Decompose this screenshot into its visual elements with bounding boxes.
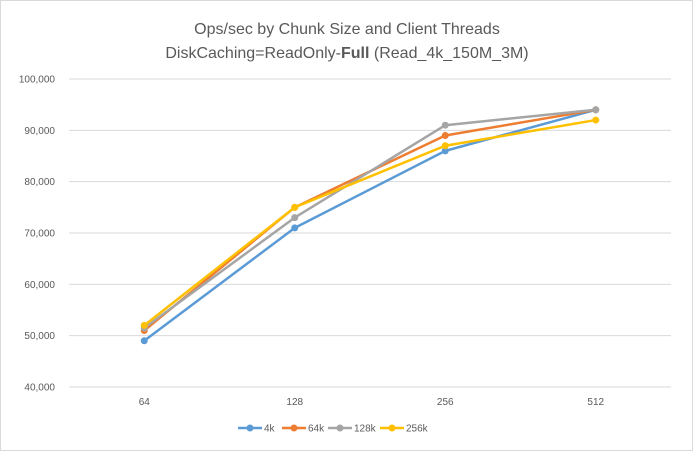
chart-title-suffix: (Read_4k_150M_3M)	[369, 45, 528, 62]
series-4k	[140, 106, 600, 345]
data-point-4k	[441, 147, 449, 155]
y-tick-label: 100,000	[19, 75, 56, 86]
data-point-4k	[140, 337, 148, 345]
series-64k	[140, 106, 600, 335]
x-tick-label: 128	[286, 397, 303, 408]
y-tick-label: 90,000	[24, 126, 55, 137]
legend-label: 128k	[354, 424, 377, 435]
series-line-128k	[143, 108, 597, 330]
y-tick-label: 70,000	[24, 229, 55, 240]
data-point-128k	[441, 121, 449, 129]
data-point-256k	[291, 203, 299, 211]
legend: 4k 64k 128k 256k	[238, 424, 429, 435]
y-tick-label: 60,000	[24, 280, 55, 291]
y-tick-label: 40,000	[24, 383, 55, 394]
x-tick-label: 256	[437, 397, 454, 408]
series-line-4k	[143, 108, 597, 343]
x-axis-tick-labels: 64 128 256 512	[139, 397, 605, 408]
legend-label: 4k	[264, 424, 276, 435]
legend-swatch-marker	[388, 424, 396, 432]
series-line-64k	[143, 108, 597, 332]
series-line-256k	[143, 118, 597, 327]
data-point-256k	[592, 116, 600, 124]
legend-swatch-marker	[246, 424, 254, 432]
chart-title-prefix: DiskCaching=ReadOnly-	[165, 45, 341, 62]
data-point-256k	[140, 321, 148, 329]
y-tick-label: 50,000	[24, 331, 55, 342]
data-point-4k	[291, 224, 299, 232]
legend-item-256k: 256k	[380, 424, 429, 435]
legend-swatch-marker	[336, 424, 344, 432]
x-tick-label: 512	[587, 397, 604, 408]
y-axis-tick-labels: 40,000 50,000 60,000 70,000 80,000 90,000 100,…	[19, 75, 56, 394]
chart-title-line-2: DiskCaching=ReadOnly-Full (Read_4k_150M_…	[165, 45, 528, 62]
legend-item-64k: 64k	[282, 424, 325, 435]
series-lines	[140, 106, 600, 345]
x-tick-label: 64	[139, 397, 151, 408]
data-point-256k	[441, 142, 449, 150]
legend-label: 256k	[406, 424, 429, 435]
y-tick-label: 80,000	[24, 177, 55, 188]
data-point-128k	[592, 106, 600, 114]
legend-item-128k: 128k	[328, 424, 377, 435]
legend-swatch-marker	[290, 424, 298, 432]
chart-title-bold: Full	[341, 45, 369, 62]
series-128k	[140, 106, 600, 332]
chart-title-line-1: Ops/sec by Chunk Size and Client Threads	[194, 21, 500, 38]
data-point-128k	[291, 214, 299, 222]
series-256k	[140, 116, 600, 329]
legend-item-4k: 4k	[238, 424, 276, 435]
grid-lines	[69, 78, 671, 388]
data-point-64k	[441, 131, 449, 139]
legend-label: 64k	[308, 424, 325, 435]
